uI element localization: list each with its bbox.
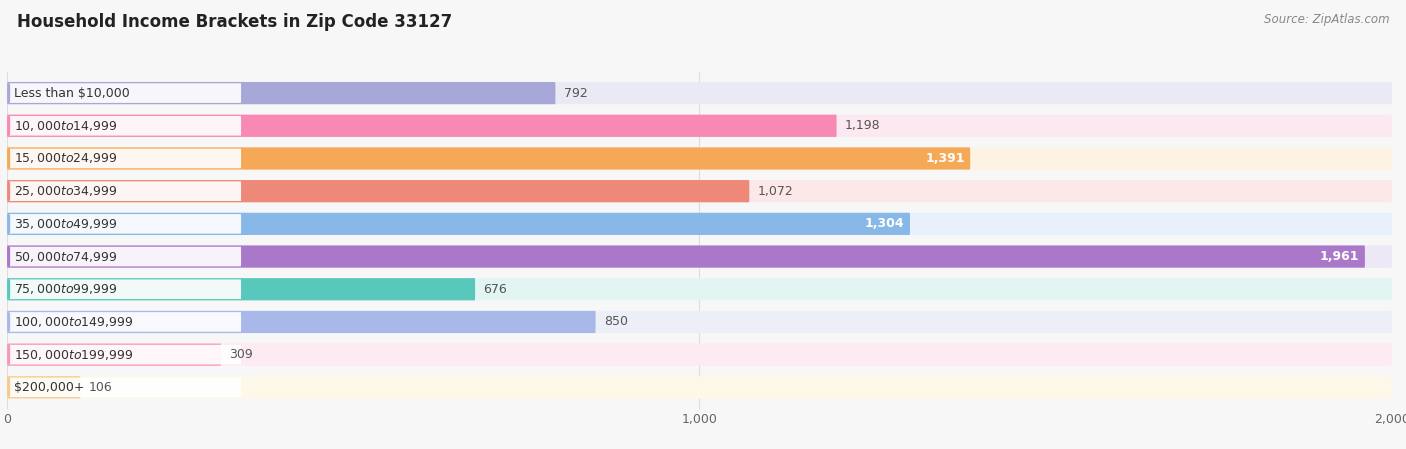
Text: $15,000 to $24,999: $15,000 to $24,999	[14, 151, 118, 166]
FancyBboxPatch shape	[7, 147, 1392, 170]
FancyBboxPatch shape	[7, 278, 1392, 300]
FancyBboxPatch shape	[7, 343, 221, 366]
FancyBboxPatch shape	[8, 149, 240, 168]
Text: 792: 792	[564, 87, 588, 100]
Text: $150,000 to $199,999: $150,000 to $199,999	[14, 348, 134, 361]
FancyBboxPatch shape	[7, 114, 1392, 137]
Text: 1,198: 1,198	[845, 119, 880, 132]
Text: 1,072: 1,072	[758, 185, 793, 198]
Text: $75,000 to $99,999: $75,000 to $99,999	[14, 282, 118, 296]
FancyBboxPatch shape	[8, 378, 240, 397]
FancyBboxPatch shape	[7, 82, 555, 104]
FancyBboxPatch shape	[7, 376, 1392, 398]
Text: 676: 676	[484, 283, 508, 296]
Text: 1,391: 1,391	[925, 152, 965, 165]
Text: $35,000 to $49,999: $35,000 to $49,999	[14, 217, 118, 231]
FancyBboxPatch shape	[7, 246, 1392, 268]
FancyBboxPatch shape	[8, 247, 240, 266]
FancyBboxPatch shape	[7, 343, 1392, 366]
FancyBboxPatch shape	[7, 180, 749, 202]
FancyBboxPatch shape	[7, 311, 596, 333]
FancyBboxPatch shape	[7, 114, 837, 137]
FancyBboxPatch shape	[7, 246, 1365, 268]
FancyBboxPatch shape	[8, 181, 240, 201]
Text: $50,000 to $74,999: $50,000 to $74,999	[14, 250, 118, 264]
Text: $200,000+: $200,000+	[14, 381, 84, 394]
Text: 1,961: 1,961	[1320, 250, 1360, 263]
FancyBboxPatch shape	[8, 214, 240, 233]
FancyBboxPatch shape	[8, 116, 240, 136]
FancyBboxPatch shape	[7, 82, 1392, 104]
FancyBboxPatch shape	[8, 345, 240, 365]
FancyBboxPatch shape	[8, 279, 240, 299]
Text: 850: 850	[605, 316, 628, 329]
Text: $25,000 to $34,999: $25,000 to $34,999	[14, 184, 118, 198]
Text: 106: 106	[89, 381, 112, 394]
Text: 309: 309	[229, 348, 253, 361]
FancyBboxPatch shape	[7, 311, 1392, 333]
FancyBboxPatch shape	[7, 213, 910, 235]
Text: Household Income Brackets in Zip Code 33127: Household Income Brackets in Zip Code 33…	[17, 13, 453, 31]
Text: $100,000 to $149,999: $100,000 to $149,999	[14, 315, 134, 329]
Text: Less than $10,000: Less than $10,000	[14, 87, 131, 100]
Text: 1,304: 1,304	[865, 217, 904, 230]
Text: Source: ZipAtlas.com: Source: ZipAtlas.com	[1264, 13, 1389, 26]
FancyBboxPatch shape	[8, 312, 240, 332]
FancyBboxPatch shape	[7, 147, 970, 170]
FancyBboxPatch shape	[7, 213, 1392, 235]
FancyBboxPatch shape	[7, 180, 1392, 202]
Text: $10,000 to $14,999: $10,000 to $14,999	[14, 119, 118, 133]
FancyBboxPatch shape	[8, 83, 240, 103]
FancyBboxPatch shape	[7, 278, 475, 300]
FancyBboxPatch shape	[7, 376, 80, 398]
